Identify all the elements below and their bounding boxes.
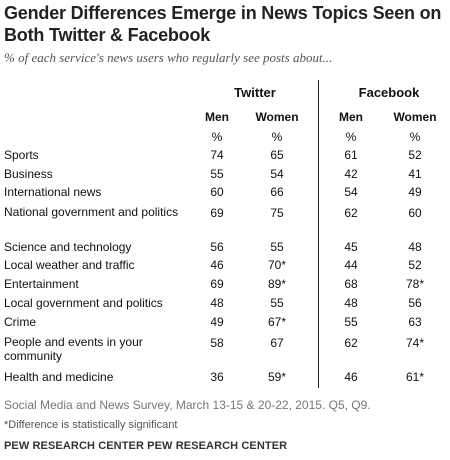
table-cell: 36 bbox=[210, 370, 224, 384]
table-cell: 41 bbox=[408, 167, 422, 181]
table-cell: 78* bbox=[405, 277, 425, 291]
service-header-facebook: Facebook bbox=[358, 85, 420, 100]
table-cell: 58 bbox=[210, 336, 224, 350]
row-label: Sports bbox=[4, 148, 39, 162]
table-cell: 68 bbox=[344, 277, 358, 291]
table-cell: 48 bbox=[210, 296, 224, 310]
table-cell: 59* bbox=[267, 370, 287, 384]
source-note: Social Media and News Survey, March 13-1… bbox=[4, 398, 371, 412]
row-label: Science and technology bbox=[4, 240, 132, 254]
table-cell: 62 bbox=[344, 336, 358, 350]
table-cell: 48 bbox=[408, 240, 422, 254]
table-cell: 63 bbox=[408, 315, 422, 329]
chart-title: Gender Differences Emerge in News Topics… bbox=[4, 3, 442, 45]
chart-subtitle: % of each service's news users who regul… bbox=[4, 50, 333, 65]
significance-note: *Difference is statistically significant bbox=[4, 419, 178, 431]
row-label: Crime bbox=[4, 315, 36, 329]
service-divider bbox=[318, 80, 319, 388]
table-cell: 60 bbox=[408, 206, 422, 220]
row-label: International news bbox=[4, 185, 102, 199]
table-cell: 67* bbox=[267, 315, 287, 329]
table-cell: 55 bbox=[344, 315, 358, 329]
table-cell: 56 bbox=[210, 240, 224, 254]
column-header-twitter-men: Men bbox=[205, 110, 229, 124]
table-cell: 56 bbox=[408, 296, 422, 310]
row-label: Local weather and traffic bbox=[4, 258, 135, 272]
column-header-facebook-men: Men bbox=[339, 110, 363, 124]
table-cell: 54 bbox=[270, 167, 284, 181]
row-label: Business bbox=[4, 167, 53, 181]
column-unit: % bbox=[345, 130, 357, 144]
row-label: National government and politics bbox=[4, 205, 179, 219]
table-cell: 75 bbox=[270, 206, 284, 220]
column-header-twitter-women: Women bbox=[255, 110, 299, 124]
column-unit: % bbox=[409, 130, 421, 144]
service-header-twitter: Twitter bbox=[234, 85, 276, 100]
table-cell: 65 bbox=[270, 148, 284, 162]
table-cell: 45 bbox=[344, 240, 358, 254]
row-label: People and events in your community bbox=[4, 335, 143, 363]
table-cell: 69 bbox=[210, 277, 224, 291]
table-cell: 60 bbox=[210, 185, 224, 199]
organization-credit: PEW RESEARCH CENTER PEW RESEARCH CENTER bbox=[4, 440, 288, 452]
table-cell: 42 bbox=[344, 167, 358, 181]
table-cell: 52 bbox=[408, 148, 422, 162]
table-cell: 49 bbox=[408, 185, 422, 199]
table-cell: 46 bbox=[344, 370, 358, 384]
table-cell: 49 bbox=[210, 315, 224, 329]
row-label: Entertainment bbox=[4, 277, 79, 291]
table-cell: 69 bbox=[210, 206, 224, 220]
table-cell: 66 bbox=[270, 185, 284, 199]
table-cell: 55 bbox=[270, 240, 284, 254]
row-label: Health and medicine bbox=[4, 370, 114, 384]
table-cell: 67 bbox=[270, 336, 284, 350]
table-cell: 48 bbox=[344, 296, 358, 310]
table-cell: 70* bbox=[267, 258, 287, 272]
table-cell: 46 bbox=[210, 258, 224, 272]
table-cell: 54 bbox=[344, 185, 358, 199]
column-unit: % bbox=[211, 130, 223, 144]
table-cell: 74* bbox=[405, 336, 425, 350]
table-cell: 44 bbox=[344, 258, 358, 272]
table-cell: 55 bbox=[270, 296, 284, 310]
column-unit: % bbox=[271, 130, 283, 144]
row-label: Local government and politics bbox=[4, 296, 163, 310]
table-cell: 74 bbox=[210, 148, 224, 162]
column-header-facebook-women: Women bbox=[393, 110, 437, 124]
table-cell: 52 bbox=[408, 258, 422, 272]
table-cell: 61* bbox=[405, 370, 425, 384]
table-cell: 89* bbox=[267, 277, 287, 291]
table-cell: 55 bbox=[210, 167, 224, 181]
table-cell: 61 bbox=[344, 148, 358, 162]
table-cell: 62 bbox=[344, 206, 358, 220]
